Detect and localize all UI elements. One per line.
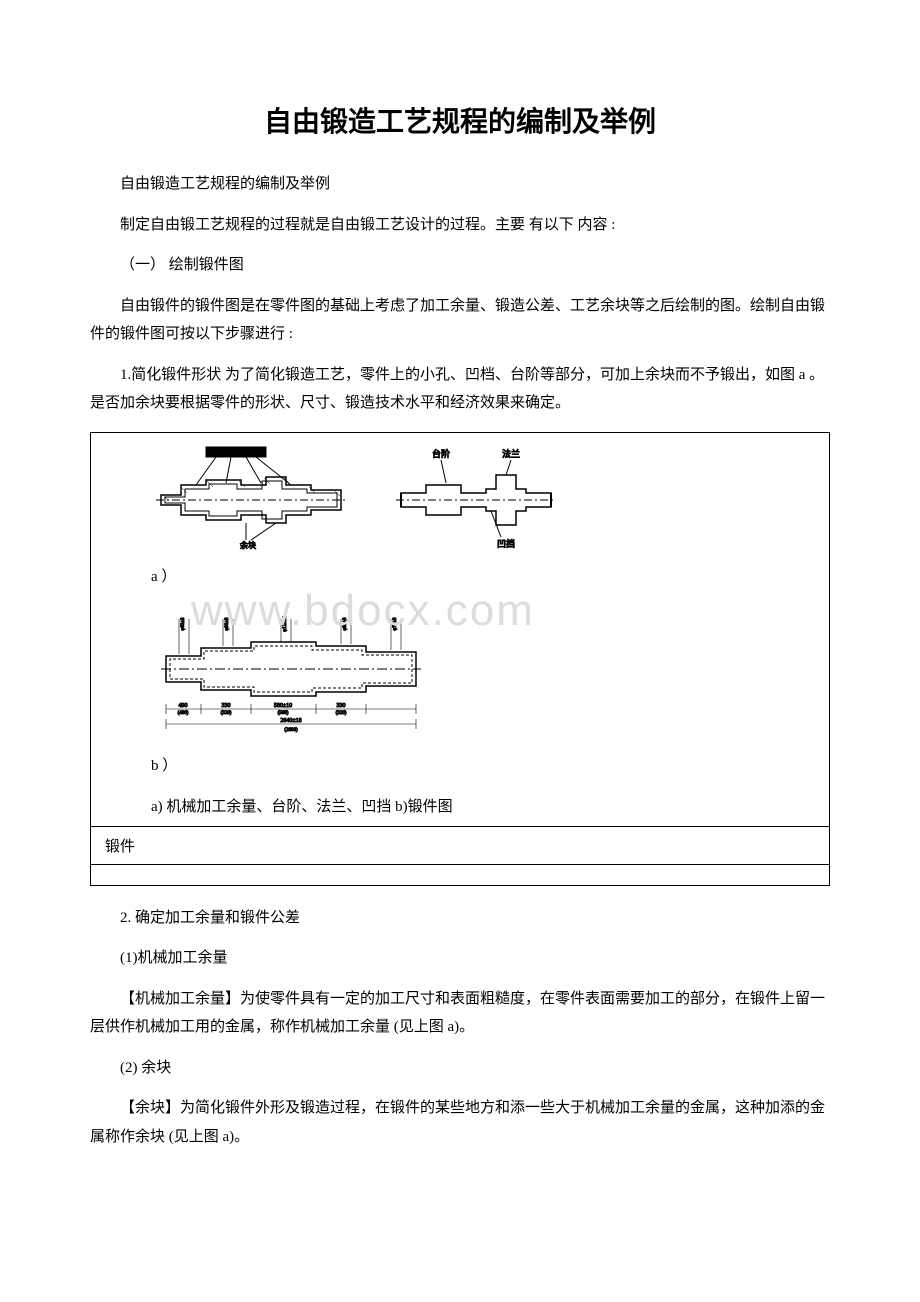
svg-text:490: 490 bbox=[179, 703, 188, 709]
svg-text:(320): (320) bbox=[336, 711, 347, 716]
paragraph-4: 自由锻件的锻件图是在零件图的基础上考虑了加工余量、锻造公差、工艺余块等之后绘制的… bbox=[90, 292, 830, 349]
paragraph-10: 【余块】为简化锻件外形及锻造过程，在锻件的某些地方和添一些大于机械加工余量的金属… bbox=[90, 1094, 830, 1151]
paragraph-2: 制定自由锻工艺规程的过程就是自由锻工艺设计的过程。主要 有以下 内容 : bbox=[90, 211, 830, 240]
figure-label-b: b ） bbox=[91, 744, 829, 785]
paragraph-1: 自由锻造工艺规程的编制及举例 bbox=[90, 170, 830, 199]
svg-text:φ120±4: φ120±4 bbox=[283, 615, 288, 631]
fig-a1-label-bottom: 余块 bbox=[240, 540, 256, 550]
table-empty-row bbox=[91, 865, 829, 885]
fig-a1-label-top: 机械加工余量 bbox=[215, 448, 257, 457]
paragraph-8: 【机械加工余量】为使零件具有一定的加工尺寸和表面粗糙度，在零件表面需要加工的部分… bbox=[90, 985, 830, 1042]
paragraph-5: 1.简化锻件形状 为了简化锻造工艺，零件上的小孔、凹档、台阶等部分，可加上余块而… bbox=[90, 361, 830, 418]
svg-text:(560): (560) bbox=[278, 711, 289, 716]
fig-a2-label-groove: 凹挡 bbox=[497, 538, 515, 549]
paragraph-6: 2. 确定加工余量和锻件公差 bbox=[90, 904, 830, 933]
figure-row-b: φ60±3 φ90±3 φ120±4 φ95±3 φ70±3 bbox=[91, 606, 829, 744]
table-text-row: 锻件 bbox=[91, 827, 829, 865]
svg-text:(320): (320) bbox=[221, 711, 232, 716]
paragraph-9: (2) 余块 bbox=[90, 1054, 830, 1083]
figure-b-diagram: φ60±3 φ90±3 φ120±4 φ95±3 φ70±3 bbox=[151, 614, 431, 744]
svg-text:330: 330 bbox=[222, 703, 231, 709]
figure-row-a: 机械加工余量 bbox=[91, 433, 829, 555]
figure-label-a: a ） bbox=[91, 555, 829, 596]
svg-text:2640±18: 2640±18 bbox=[280, 718, 301, 724]
page-title: 自由锻造工艺规程的编制及举例 bbox=[90, 100, 830, 140]
fig-a2-label-flange: 法兰 bbox=[502, 448, 520, 459]
svg-text:580±10: 580±10 bbox=[274, 703, 292, 709]
svg-text:330: 330 bbox=[337, 703, 346, 709]
svg-text:φ70±3: φ70±3 bbox=[393, 616, 398, 630]
svg-text:φ60±3: φ60±3 bbox=[181, 616, 186, 630]
figure-a1-diagram: 机械加工余量 bbox=[151, 445, 351, 555]
section-1-heading: （一） 绘制锻件图 bbox=[90, 251, 830, 280]
fig-a2-label-step: 台阶 bbox=[432, 448, 450, 459]
svg-text:φ95±3: φ95±3 bbox=[343, 616, 348, 630]
svg-text:(2600): (2600) bbox=[284, 728, 298, 733]
figure-a2-diagram: 台阶 法兰 凹挡 bbox=[391, 445, 561, 555]
figure-table: 机械加工余量 bbox=[90, 432, 830, 886]
svg-text:(480): (480) bbox=[178, 711, 189, 716]
svg-text:φ90±3: φ90±3 bbox=[225, 616, 230, 630]
figure-caption: a) 机械加工余量、台阶、法兰、凹挡 b)锻件图 bbox=[91, 785, 829, 827]
paragraph-7: (1)机械加工余量 bbox=[90, 944, 830, 973]
